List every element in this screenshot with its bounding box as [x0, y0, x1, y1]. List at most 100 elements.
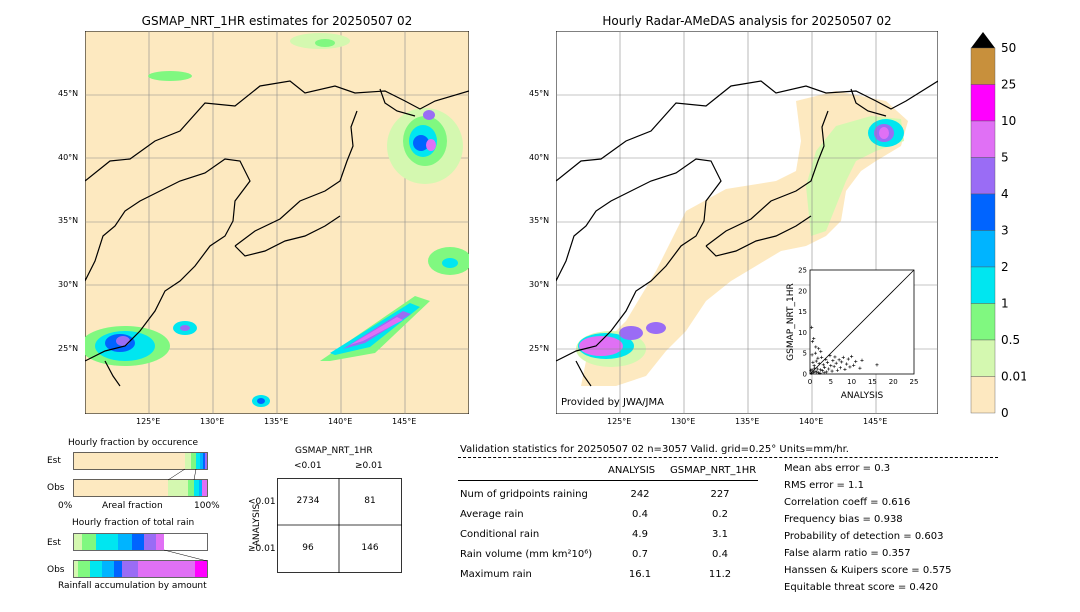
right-map-title: Hourly Radar-AMeDAS analysis for 2025050…: [602, 14, 892, 28]
scatter-point: [834, 361, 838, 365]
scatter-point: [822, 371, 826, 375]
colorbar-level-label: 5: [1001, 151, 1009, 165]
left-map: [85, 31, 469, 414]
scatter-point: [819, 349, 823, 354]
left-lon-145: 145°E: [392, 417, 417, 426]
scatter-point: [813, 351, 818, 355]
colorbar-cell: [970, 266, 996, 304]
total-rain-est-label: Est: [47, 538, 61, 548]
scatter-xtick-label: 10: [847, 378, 856, 386]
scatter-ytick-label: 20: [798, 287, 807, 295]
scatter-xtick-label: 5: [829, 378, 833, 386]
colorbar-cell: [970, 303, 996, 341]
total-rain-est-seg-3: [96, 534, 118, 550]
occurrence-title: Hourly fraction by occurence: [68, 438, 199, 448]
colorbar-cell: [970, 84, 996, 122]
scatter-xtick-label: 15: [868, 378, 877, 386]
occurrence-connector-2: [193, 468, 197, 481]
colorbar-cell: [970, 157, 996, 195]
scatter-point: [837, 358, 841, 362]
colorbar-over-arrow: [971, 32, 995, 48]
scatter-point: [833, 355, 837, 359]
total-rain-est-seg-6: [144, 534, 156, 550]
colorbar: 50 25 10 5 4 3 2 1 0.5 0.01 0: [970, 32, 1026, 418]
scatter-ytick-label: 0: [803, 371, 807, 379]
validation-row-analysis-2: 4.9: [632, 529, 648, 540]
total-rain-bars: [73, 533, 208, 578]
total-rain-obs-seg-5: [114, 561, 122, 577]
colorbar-level-label: 0.01: [1001, 370, 1026, 384]
score-far: False alarm ratio = 0.357: [784, 548, 911, 559]
total-rain-est-seg-2: [82, 534, 96, 550]
scatter-point: [875, 363, 879, 367]
total-rain-est-seg-7: [156, 534, 164, 550]
scatter-point: [821, 363, 825, 367]
total-rain-connector: [163, 549, 208, 562]
scatter-point: [854, 359, 858, 364]
scatter-point: [838, 366, 842, 370]
scatter-point: [814, 359, 818, 363]
total-rain-obs-seg-3: [90, 561, 102, 577]
right-lat-25: 25°N: [529, 344, 550, 353]
scatter-point: [841, 355, 845, 359]
scatter-ytick-label: 10: [798, 329, 807, 337]
total-rain-est-seg-1: [74, 534, 82, 550]
validation-divider: [458, 457, 998, 458]
scatter-point: [810, 325, 814, 330]
left-lat-40: 40°N: [58, 153, 79, 162]
scatter-xtick-label: 20: [889, 378, 898, 386]
colorbar-level-label: 50: [1001, 41, 1016, 55]
score-pod: Probability of detection = 0.603: [784, 531, 944, 542]
validation-row-gsmap-2: 3.1: [712, 529, 728, 540]
scatter-point: [817, 347, 821, 351]
total-rain-obs-label: Obs: [47, 565, 65, 575]
left-lon-125: 125°E: [136, 417, 161, 426]
colorbar-cell: [970, 120, 996, 158]
right-lat-30: 30°N: [529, 280, 550, 289]
scatter-point: [827, 367, 831, 371]
total-rain-obs-seg-4: [102, 561, 114, 577]
contingency-row-lt: <0.01: [248, 497, 276, 507]
occurrence-obs-label: Obs: [47, 483, 65, 493]
score-mae: Mean abs error = 0.3: [784, 463, 891, 474]
right-lon-135: 135°E: [735, 417, 760, 426]
left-map-coastline: [85, 80, 469, 387]
left-lat-30: 30°N: [58, 280, 79, 289]
validation-col-gsmap: GSMAP_NRT_1HR: [670, 465, 757, 476]
left-map-title: GSMAP_NRT_1HR estimates for 20250507 02: [141, 14, 413, 28]
scatter-point: [809, 371, 813, 375]
scatter-ylabel: GSMAP_NRT_1HR: [786, 283, 796, 361]
total-rain-obs-seg-6: [122, 561, 138, 577]
scatter-point: [822, 365, 827, 369]
validation-row-gsmap-1: 0.2: [712, 509, 728, 520]
left-lon-130: 130°E: [200, 417, 225, 426]
colorbar-cell: [970, 376, 996, 414]
scatter-point: [818, 368, 822, 372]
validation-row-analysis-3: 0.7: [632, 549, 648, 560]
total-rain-obs-seg-8: [195, 561, 207, 577]
occurrence-connector-1: [167, 468, 186, 481]
colorbar-level-label: 0: [1001, 406, 1009, 418]
contingency-grid: [277, 478, 402, 573]
left-lon-135: 135°E: [264, 417, 289, 426]
scatter-point: [818, 371, 822, 375]
scatter-point: [809, 368, 813, 372]
left-lat-25: 25°N: [58, 344, 79, 353]
score-hk: Hanssen & Kuipers score = 0.575: [784, 565, 952, 576]
validation-row-label-3: Rain volume (mm km²10⁶): [460, 549, 593, 560]
left-lon-140: 140°E: [328, 417, 353, 426]
scatter-xtick-label: 25: [910, 378, 919, 386]
occurrence-est-seg-5: [203, 453, 205, 469]
scatter-point: [829, 364, 833, 368]
colorbar-cell: [970, 230, 996, 268]
contingency-col-header: GSMAP_NRT_1HR: [295, 446, 373, 456]
right-lon-130: 130°E: [671, 417, 696, 426]
scatter-xtick-label: 0: [808, 378, 812, 386]
total-rain-title: Hourly fraction of total rain: [72, 518, 195, 528]
contingency-cell-miss: 96: [302, 543, 314, 553]
occurrence-obs-seg-4: [199, 480, 202, 496]
contingency-col-ge: ≥0.01: [355, 461, 383, 471]
scatter-ytick-label: 5: [803, 350, 807, 358]
occurrence-est-seg-2: [191, 453, 196, 469]
scatter-point: [812, 366, 817, 370]
